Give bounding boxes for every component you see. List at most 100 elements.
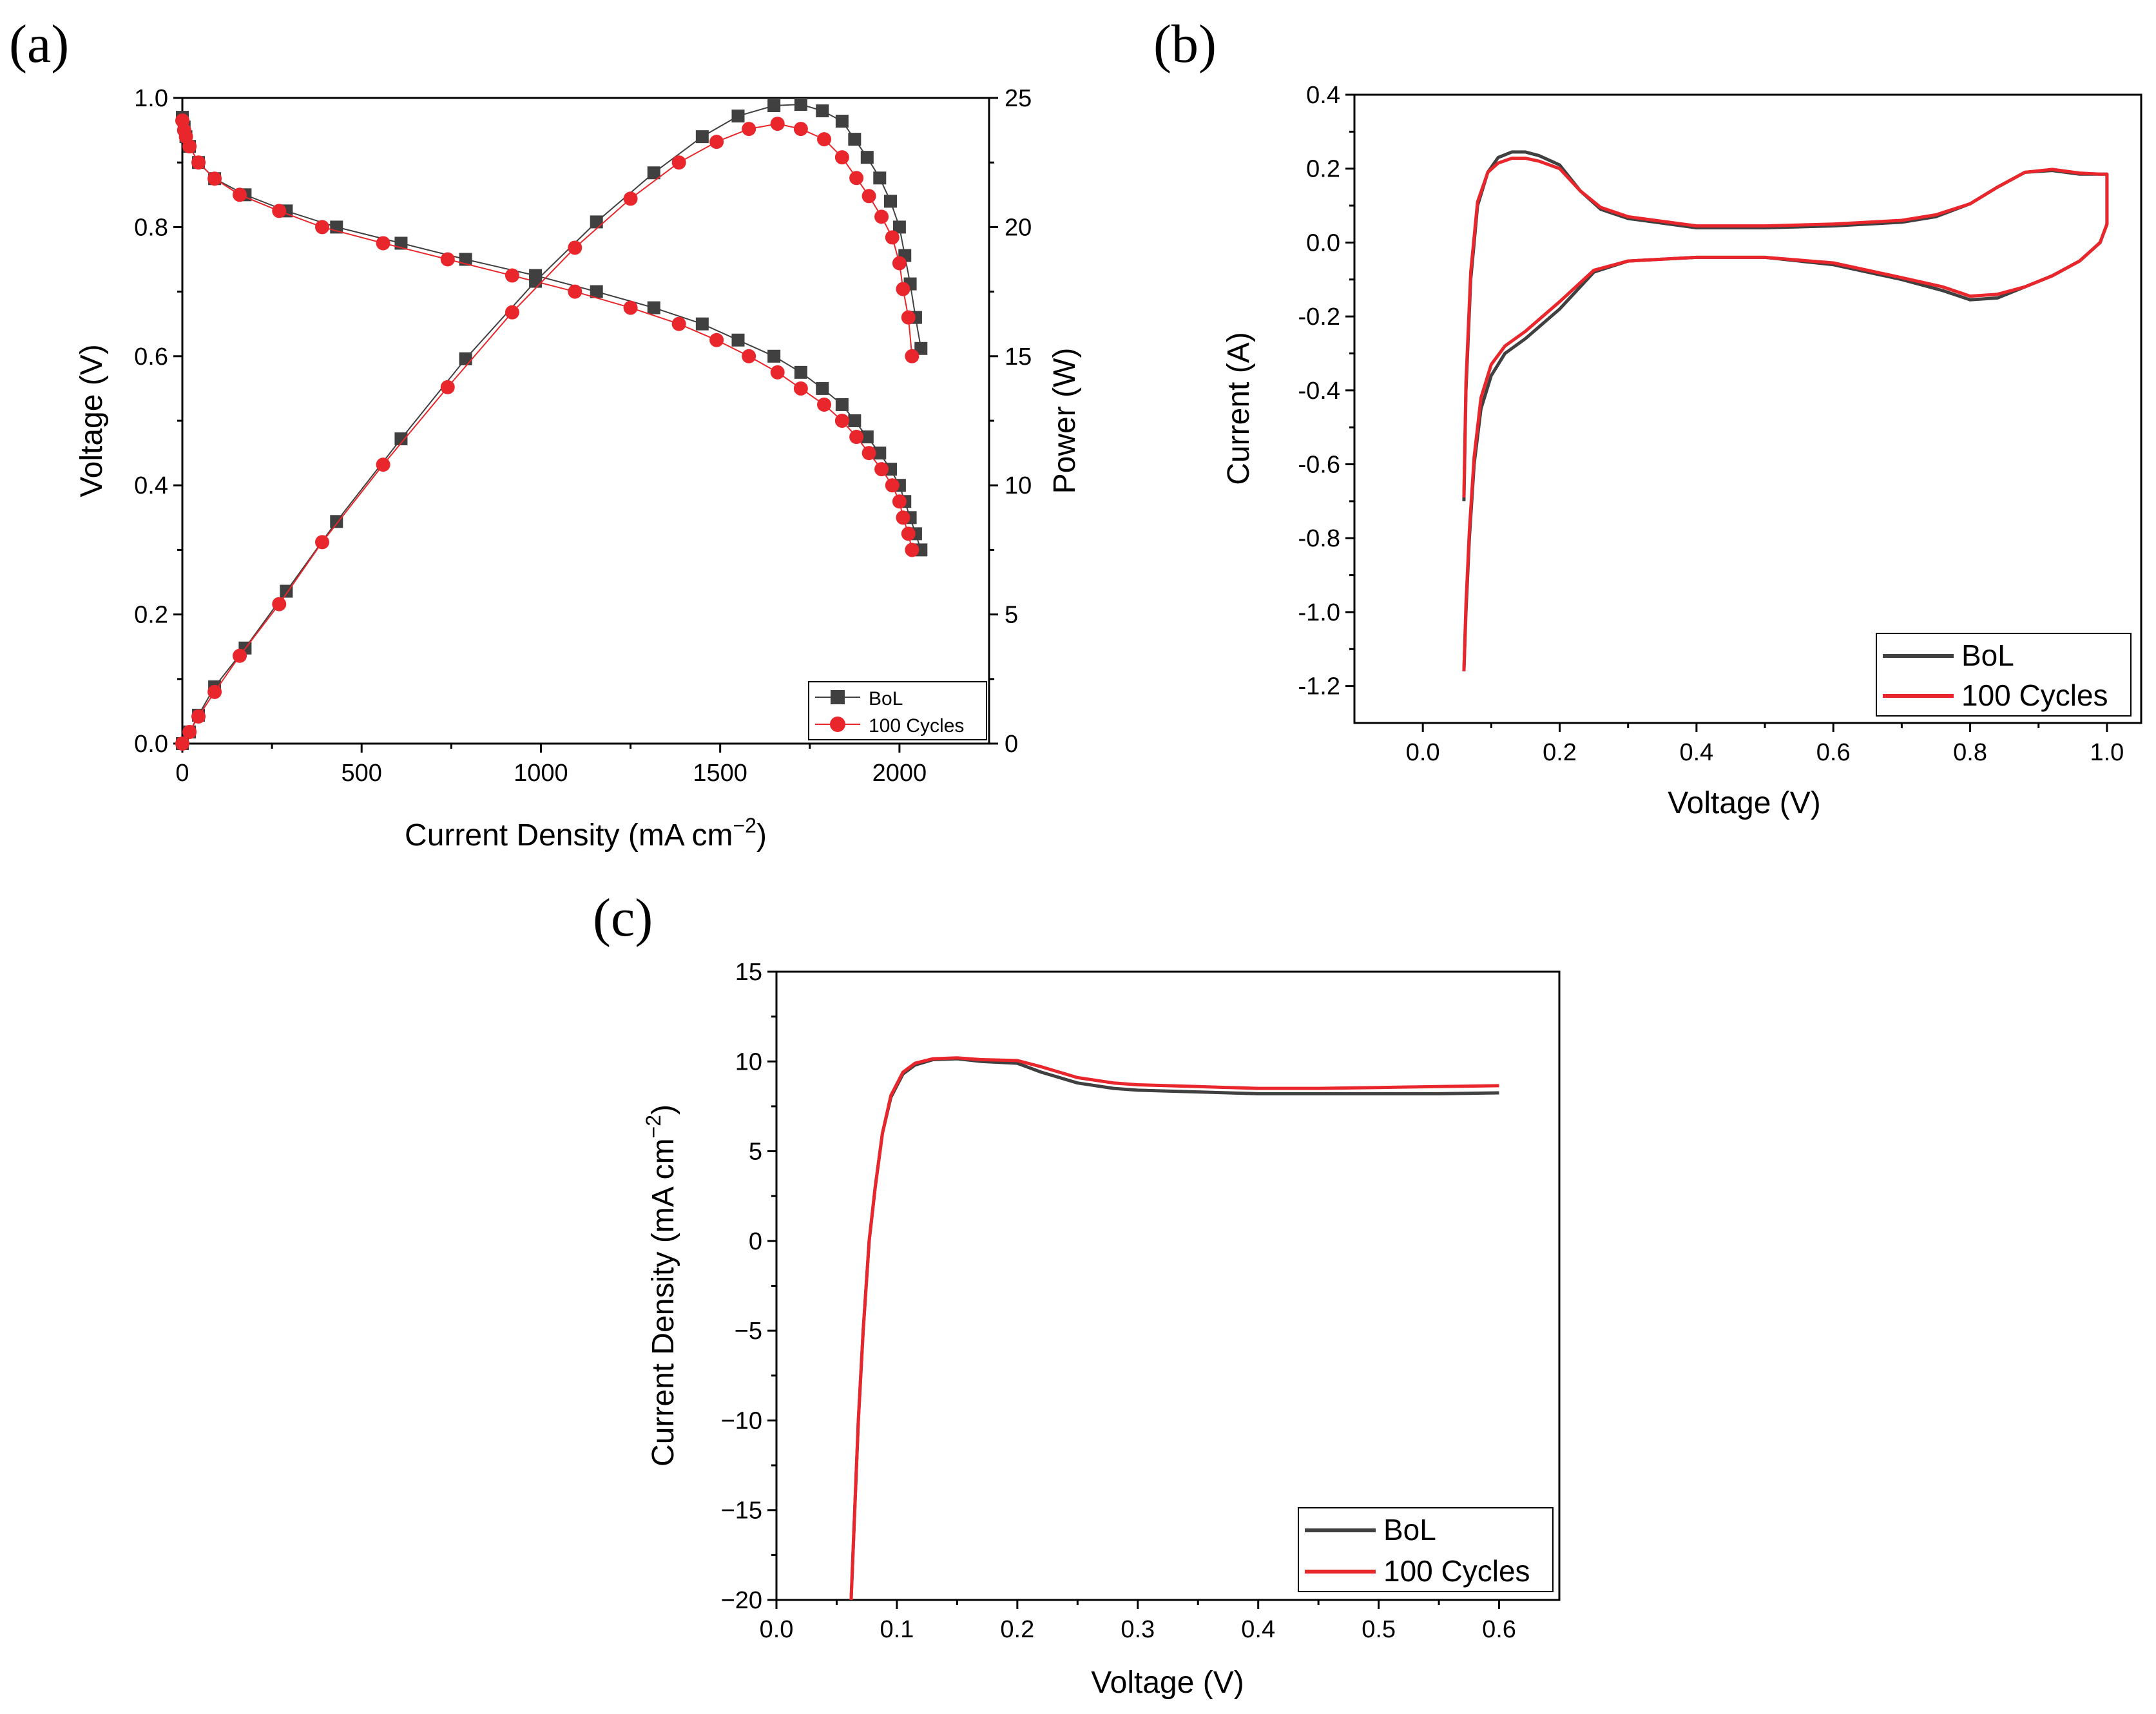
data-point-bol-right	[731, 110, 745, 123]
data-point-cycles-left	[671, 316, 686, 331]
data-point-bol-right	[816, 104, 829, 118]
legend-label-cycles-a: 100 Cycles	[869, 715, 964, 737]
legend-a: BoL 100 Cycles	[808, 681, 987, 740]
x-tick-label-c: 0.4	[1241, 1616, 1275, 1643]
data-point-cycles-right	[901, 310, 916, 325]
data-point-bol-right	[892, 220, 906, 234]
data-point-cycles-left	[568, 284, 582, 299]
y-tick-label-c: 15	[735, 959, 762, 986]
data-point-cycles-left	[793, 381, 808, 396]
y-tick-label-c: −20	[721, 1587, 762, 1614]
y-tick-label-a: 1.0	[134, 85, 168, 112]
data-point-cycles-right	[440, 380, 455, 394]
y2-axis-title-a: Power (W)	[1048, 348, 1082, 494]
data-point-bol-right	[280, 584, 293, 598]
data-point-cycles-right	[861, 189, 876, 204]
y-axis-title-c: Current Density (mA cm−2)	[642, 1104, 680, 1467]
data-point-bol-left	[647, 301, 660, 314]
x-tick-label-b: 0.0	[1406, 739, 1440, 766]
data-point-cycles-right	[896, 282, 910, 296]
data-point-cycles-right	[849, 171, 864, 186]
data-point-cycles-left	[742, 349, 756, 363]
x-tick-label-c: 0.2	[1000, 1616, 1034, 1643]
data-point-bol-right	[394, 432, 408, 446]
y2-tick-label-a: 5	[1005, 602, 1018, 629]
data-point-bol-left	[767, 349, 781, 363]
x-tick-label-a: 1000	[514, 760, 568, 787]
y2-tick-label-a: 15	[1005, 343, 1032, 371]
panel-c: (c) 0.0 0.1 0.2 0.3 0.4 0.5 0.6 15 10 5 0 −5 −10 −15 −…	[593, 888, 1561, 1700]
legend-label-bol-c: BoL	[1383, 1513, 1436, 1546]
data-point-cycles-left	[505, 268, 519, 283]
x-tick-label-a: 500	[342, 760, 382, 787]
data-point-cycles-left	[849, 430, 864, 445]
data-point-cycles-left	[817, 397, 832, 412]
data-point-cycles-left	[207, 171, 222, 186]
data-point-cycles-right	[817, 132, 832, 147]
data-point-cycles-right	[233, 648, 247, 663]
data-point-cycles-right	[272, 597, 287, 611]
data-point-bol-left	[873, 447, 887, 460]
y-tick-label-c: 10	[735, 1048, 762, 1075]
legend-box-b	[1876, 633, 2132, 717]
legend-label-bol-a: BoL	[869, 688, 903, 709]
data-point-cycles-right	[671, 155, 686, 170]
x-tick-label-c: 0.0	[760, 1616, 794, 1643]
panel-a: (a) 0 500 1000 1500 2000 0.0 0.2 0.4 0.6 0.8 1.0 0 5…	[9, 14, 1082, 852]
x-tick-label-b: 0.6	[1816, 739, 1851, 766]
x-tick-label-a: 2000	[872, 760, 927, 787]
data-point-bol-right	[848, 133, 861, 146]
data-point-bol-right	[873, 171, 887, 185]
data-point-cycles-right	[709, 135, 724, 149]
legend-label-bol-b: BoL	[1961, 639, 2014, 672]
legend-marker-cycles-a	[830, 717, 845, 732]
data-point-cycles-left	[315, 220, 330, 235]
x-tick-label-c: 0.1	[880, 1616, 914, 1643]
y-tick-label-c: 5	[749, 1139, 762, 1166]
y-tick-label-c: 0	[749, 1228, 762, 1255]
series-line-cycles-c	[849, 1056, 1499, 1601]
data-point-cycles-right	[874, 209, 889, 224]
data-point-bol-right	[860, 151, 874, 164]
x-axis-title-a: Current Density (mA cm−2)	[405, 814, 767, 852]
y2-tick-label-a: 10	[1005, 472, 1032, 499]
data-point-cycles-left	[709, 332, 724, 347]
series-line-cycles-left	[182, 120, 913, 550]
data-point-cycles-left	[905, 543, 919, 557]
data-point-cycles-right	[568, 240, 582, 255]
data-point-cycles-right	[623, 191, 638, 206]
legend-label-cycles-c: 100 Cycles	[1383, 1554, 1530, 1588]
y-tick-label-b: -1.2	[1298, 673, 1340, 700]
y-tick-label-c: −15	[721, 1497, 762, 1525]
data-point-cycles-left	[896, 510, 910, 525]
panel-label-b: (b)	[1153, 14, 1217, 74]
data-point-cycles-right	[191, 709, 206, 724]
panel-label-a: (a)	[9, 14, 69, 74]
data-point-cycles-right	[376, 457, 390, 472]
y-tick-label-a: 0.8	[134, 214, 168, 241]
y2-tick-label-a: 0	[1005, 731, 1018, 758]
data-point-cycles-left	[182, 139, 197, 154]
x-tick-label-b: 0.2	[1543, 739, 1577, 766]
y-axis-title-a: Voltage (V)	[75, 344, 109, 497]
data-point-bol-right	[835, 115, 849, 128]
data-point-cycles-right	[770, 117, 785, 131]
series-group-a	[175, 98, 928, 751]
x-tick-label-c: 0.5	[1362, 1616, 1396, 1643]
x-axis-title-c: Voltage (V)	[1091, 1666, 1244, 1700]
data-point-cycles-left	[272, 204, 287, 218]
y-tick-label-b: 0.0	[1306, 229, 1340, 256]
x-tick-label-b: 0.8	[1953, 739, 1987, 766]
x-axis-title-b: Voltage (V)	[1668, 786, 1820, 820]
series-line-bol-right	[182, 103, 922, 744]
plot-frame-b	[1353, 93, 2142, 724]
y-tick-label-b: 0.2	[1306, 156, 1340, 183]
data-point-bol-left	[695, 317, 709, 331]
series-group-b	[1462, 150, 2109, 671]
data-point-bol-right	[883, 195, 897, 208]
y-tick-label-b: -1.0	[1298, 599, 1340, 626]
y2-tick-label-a: 25	[1005, 85, 1032, 112]
data-point-cycles-left	[233, 188, 247, 202]
data-point-cycles-right	[182, 724, 197, 739]
data-point-bol-left	[794, 365, 807, 379]
